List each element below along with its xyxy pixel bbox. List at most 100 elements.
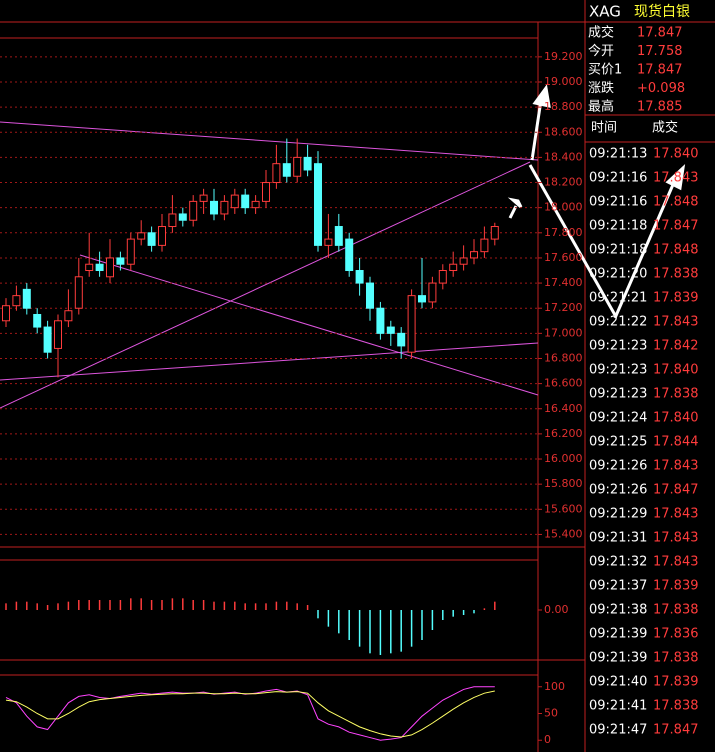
- trade-price: 17.842: [653, 339, 699, 354]
- candle-body: [314, 163, 322, 246]
- candle-body: [147, 232, 156, 246]
- y-tick-label: 15.600: [544, 502, 583, 515]
- candle-body: [334, 226, 343, 246]
- trade-time: 09:21:32: [589, 555, 647, 570]
- candle-body: [2, 305, 10, 322]
- trade-price: 17.843: [653, 555, 699, 570]
- trade-price: 17.848: [653, 195, 699, 210]
- trade-time: 09:21:23: [589, 363, 647, 378]
- trade-time: 09:21:16: [589, 171, 647, 186]
- quote-value: +0.098: [637, 81, 685, 96]
- y-tick-label: 17.400: [544, 276, 583, 289]
- candle-body: [386, 326, 395, 334]
- trade-price: 17.838: [653, 267, 699, 282]
- trade-time: 09:21:20: [589, 267, 647, 282]
- trade-price: 17.840: [653, 147, 699, 162]
- trade-price: 17.838: [653, 651, 699, 666]
- candle-body: [116, 257, 125, 265]
- trade-time: 09:21:31: [589, 531, 647, 546]
- trade-time: 09:21:41: [589, 699, 647, 714]
- trade-time: 09:21:24: [589, 411, 647, 426]
- annotation-arrows: [507, 84, 686, 319]
- quote-label: 今开: [588, 43, 614, 59]
- y-tick-label: 18.200: [544, 176, 583, 189]
- trade-price: 17.843: [653, 171, 699, 186]
- trade-time: 09:21:29: [589, 507, 647, 522]
- trade-price: 17.840: [653, 411, 699, 426]
- quote-value: 17.758: [637, 44, 683, 59]
- candle-body: [438, 270, 447, 284]
- candle-body: [137, 232, 146, 240]
- y-tick-label: 16.200: [544, 427, 583, 440]
- trade-price: 17.839: [653, 675, 699, 690]
- candle-body: [210, 200, 218, 215]
- trade-time: 09:21:23: [589, 387, 647, 402]
- trade-time: 09:21:26: [589, 483, 647, 498]
- candle-body: [95, 263, 104, 272]
- indicator-line: [5, 690, 495, 738]
- y-tick-label: 18.000: [544, 201, 583, 214]
- indicator-line: [5, 686, 495, 741]
- y-tick-label: 18.400: [544, 150, 583, 163]
- trade-time: 09:21:18: [589, 219, 647, 234]
- candle-body: [33, 313, 42, 328]
- candle-body: [199, 194, 208, 202]
- candle-body: [251, 200, 260, 209]
- y-tick-label: 16.800: [544, 351, 583, 364]
- y-tick-label: 0.00: [544, 603, 569, 616]
- trade-time: 09:21:38: [589, 603, 647, 618]
- y-tick-label: 18.600: [544, 125, 583, 138]
- trade-price: 17.839: [653, 291, 699, 306]
- candle-body: [282, 163, 291, 177]
- y-tick-label: 16.000: [544, 452, 583, 465]
- candle-body: [22, 288, 31, 309]
- y-tick-label: 17.000: [544, 326, 583, 339]
- trade-time: 09:21:26: [589, 459, 647, 474]
- quote-label: 买价1: [588, 63, 622, 78]
- candle-body: [490, 226, 499, 240]
- candle-body: [54, 320, 62, 349]
- trade-time: 09:21:25: [589, 435, 647, 450]
- candle-body: [345, 238, 354, 272]
- candle-body: [449, 263, 458, 272]
- candle-body: [397, 332, 406, 347]
- trade-price: 17.843: [653, 459, 699, 474]
- trade-time: 09:21:13: [589, 147, 647, 162]
- trade-price: 17.838: [653, 699, 699, 714]
- trade-price: 17.838: [653, 603, 699, 618]
- trade-price: 17.848: [653, 243, 699, 258]
- y-tick-label: 19.200: [544, 50, 583, 63]
- candle-body: [480, 238, 489, 253]
- quote-value: 17.847: [637, 26, 683, 41]
- candle-body: [189, 200, 198, 221]
- trade-price: 17.836: [653, 627, 699, 642]
- quote-value: 17.885: [637, 100, 683, 115]
- y-tick-label: 18.800: [544, 100, 583, 113]
- candle-body: [220, 200, 229, 215]
- column-header: 时间: [591, 121, 617, 136]
- candle-body: [324, 238, 333, 246]
- trade-time: 09:21:21: [589, 291, 647, 306]
- trade-time: 09:21:23: [589, 339, 647, 354]
- column-header: 成交: [652, 120, 678, 136]
- quote-value: 17.847: [637, 63, 683, 78]
- candle-body: [12, 295, 21, 307]
- candle-body: [74, 276, 83, 309]
- trade-price: 17.839: [653, 579, 699, 594]
- trade-price: 17.838: [653, 387, 699, 402]
- candle-body: [459, 257, 468, 265]
- trade-time: 09:21:39: [589, 627, 647, 642]
- trade-price: 17.847: [653, 483, 699, 498]
- trade-time: 09:21:18: [589, 243, 647, 258]
- trade-price: 17.843: [653, 531, 699, 546]
- candle-body: [293, 156, 302, 177]
- candle-body: [407, 295, 416, 353]
- candle-body: [168, 213, 177, 228]
- quote-label: 最高: [588, 99, 614, 115]
- candle-body: [106, 257, 114, 278]
- trade-time: 09:21:22: [589, 315, 647, 330]
- y-tick-label: 15.800: [544, 477, 583, 490]
- candle-body: [428, 282, 437, 303]
